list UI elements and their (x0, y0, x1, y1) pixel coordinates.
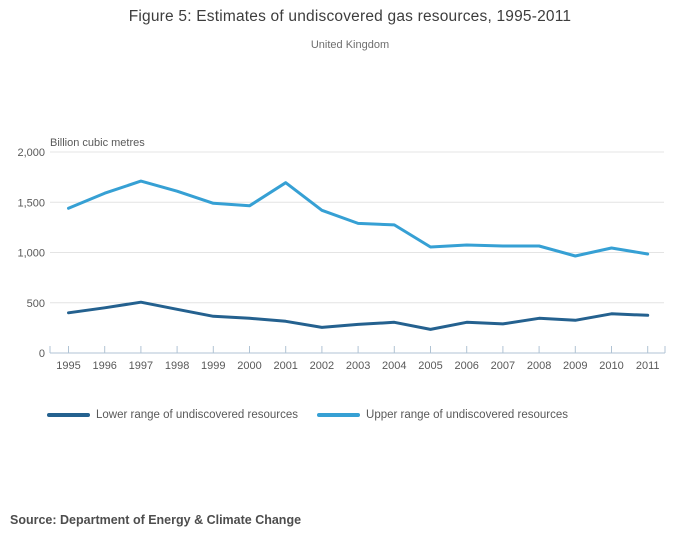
x-tick-label: 2006 (454, 360, 478, 372)
chart-header: Figure 5: Estimates of undiscovered gas … (0, 8, 700, 51)
x-tick-label: 1997 (129, 360, 153, 372)
chart-title: Figure 5: Estimates of undiscovered gas … (128, 8, 572, 25)
legend-label-upper: Upper range of undiscovered resources (366, 409, 569, 421)
gridline-layer: 0 500 1,000 1,500 2,000 (17, 147, 664, 360)
x-tick-label: 2007 (491, 360, 515, 372)
x-tick-label: 2009 (563, 360, 587, 372)
y-tick-label: 0 (39, 348, 45, 360)
y-axis-unit-label: Billion cubic metres (50, 137, 145, 149)
y-tick-label: 2,000 (17, 147, 45, 159)
x-tick-label: 1998 (165, 360, 189, 372)
source-note: Source: Department of Energy & Climate C… (10, 513, 302, 527)
y-tick-label: 1,000 (17, 248, 45, 260)
y-tick-label: 500 (27, 298, 45, 310)
legend-label-lower: Lower range of undiscovered resources (96, 409, 299, 421)
x-tick-label: 2003 (346, 360, 370, 372)
series-line-upper (67, 179, 650, 258)
x-tick-label: 1999 (201, 360, 225, 372)
legend-swatch-upper (317, 413, 361, 417)
legend-swatch-lower (47, 413, 90, 417)
series-layer (67, 179, 650, 331)
y-tick-label: 1,500 (17, 197, 45, 209)
x-tick-label: 2010 (599, 360, 623, 372)
x-axis-layer: 1995 1996 1997 1998 1999 2000 2001 2002 2003 2004… (49, 346, 666, 372)
x-tick-label: 1995 (56, 360, 80, 372)
chart-subtitle: United Kingdom (310, 39, 390, 51)
legend: Lower range of undiscovered resources Up… (0, 409, 700, 421)
x-tick-label: 2011 (636, 360, 660, 372)
legend-item-upper: Upper range of undiscovered resources (317, 409, 568, 421)
x-tick-label: 2004 (382, 360, 406, 372)
x-tick-label: 2005 (418, 360, 442, 372)
x-tick-label: 2000 (237, 360, 261, 372)
x-tick-label: 2001 (273, 360, 297, 372)
series-line-lower (67, 300, 650, 331)
x-tick-label: 2002 (310, 360, 334, 372)
chart-canvas: Billion cubic metres 0 500 1,000 1,500 2,000… (17, 137, 666, 372)
x-tick-label: 2008 (527, 360, 551, 372)
x-tick-label: 1996 (92, 360, 116, 372)
legend-item-lower: Lower range of undiscovered resources (47, 409, 298, 421)
